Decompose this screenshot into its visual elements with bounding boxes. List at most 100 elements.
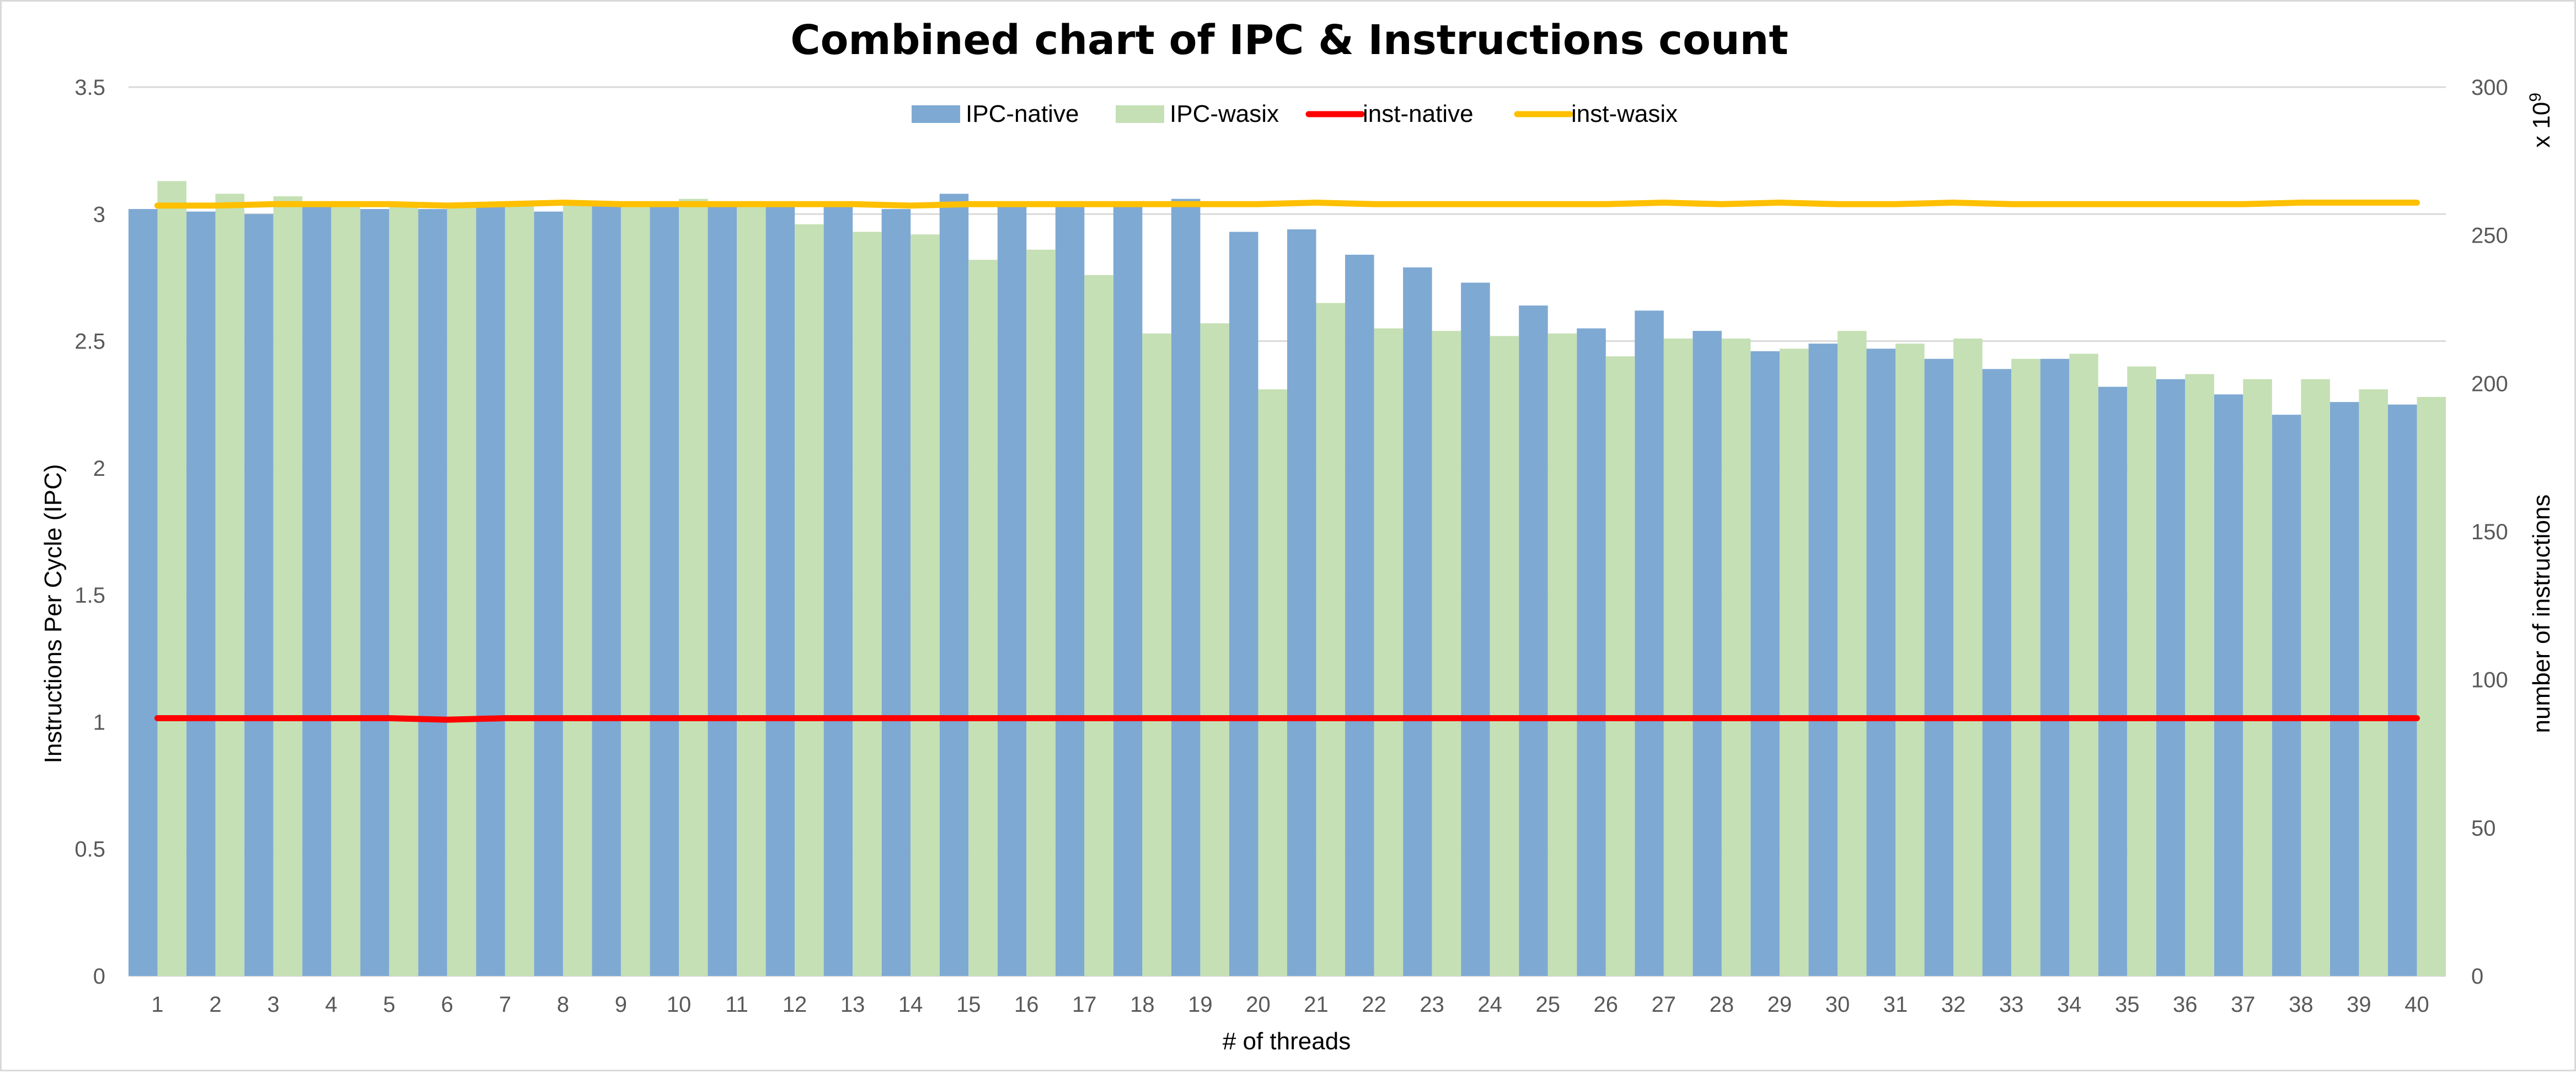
left-axis-ticks: 0 0.5 1 1.5 2 2.5 3 3.5	[74, 76, 105, 989]
bar-IPC-native	[1693, 331, 1722, 976]
legend-label-inst-wasix: inst-wasix	[1571, 100, 1678, 127]
bar-IPC-native	[2156, 379, 2186, 976]
bar-IPC-native	[2040, 358, 2070, 976]
x-tick-label: 7	[499, 992, 511, 1017]
bar-IPC-wasix	[2243, 379, 2272, 976]
x-tick-label: 32	[1941, 992, 1966, 1017]
bar-IPC-wasix	[157, 181, 187, 977]
x-tick-label: 38	[2289, 992, 2313, 1017]
bar-IPC-native	[1924, 358, 1954, 976]
bar-IPC-native	[302, 203, 331, 977]
x-tick-label: 1	[151, 992, 163, 1017]
x-tick-label: 34	[2057, 992, 2082, 1017]
bar-IPC-wasix	[1258, 389, 1287, 976]
bar-IPC-wasix	[273, 196, 303, 977]
y2-axis-title: number of instructions	[2528, 495, 2555, 733]
y-tick-label: 0.5	[74, 838, 105, 862]
bar-IPC-native	[1635, 310, 1664, 976]
bar-IPC-native	[1229, 232, 1258, 976]
x-tick-label: 14	[898, 992, 923, 1017]
bar-IPC-wasix	[853, 232, 882, 976]
bar-IPC-wasix	[1663, 338, 1693, 976]
bar-IPC-wasix	[1895, 344, 1925, 976]
x-axis-title: # of threads	[1223, 1028, 1351, 1055]
bar-series-layer	[128, 181, 2446, 977]
bar-IPC-wasix	[2359, 389, 2388, 976]
x-tick-label: 20	[1246, 992, 1271, 1017]
bar-IPC-wasix	[1142, 333, 1171, 976]
bar-IPC-wasix	[215, 194, 245, 977]
bar-IPC-native	[1055, 203, 1085, 977]
bar-IPC-native	[1287, 229, 1316, 976]
bar-IPC-native	[2272, 415, 2301, 976]
bar-IPC-wasix	[2417, 396, 2446, 976]
y2-multiplier-label: x 109	[2526, 93, 2555, 148]
bar-IPC-wasix	[2011, 358, 2041, 976]
right-axis-ticks: 0 50 100 150 200 250 300	[2471, 76, 2508, 989]
y2-multiplier-base: x 10	[2528, 102, 2555, 148]
bar-IPC-native	[939, 194, 969, 977]
bar-IPC-wasix	[737, 203, 766, 977]
x-tick-label: 22	[1362, 992, 1386, 1017]
bar-IPC-wasix	[563, 203, 592, 977]
x-tick-label: 6	[441, 992, 453, 1017]
bar-IPC-native	[1171, 198, 1201, 977]
y-tick-label: 2.5	[74, 330, 105, 354]
bar-IPC-wasix	[2127, 366, 2156, 976]
x-tick-label: 2	[209, 992, 221, 1017]
bar-IPC-wasix	[968, 260, 998, 976]
x-tick-label: 16	[1014, 992, 1039, 1017]
legend-label-IPC-native: IPC-native	[966, 100, 1079, 127]
x-tick-label: 36	[2173, 992, 2198, 1017]
bar-IPC-wasix	[1374, 328, 1404, 976]
x-tick-label: 4	[325, 992, 338, 1017]
x-tick-label: 27	[1652, 992, 1677, 1017]
bar-IPC-native	[997, 201, 1027, 977]
x-tick-label: 37	[2231, 992, 2256, 1017]
legend-label-IPC-wasix: IPC-wasix	[1170, 100, 1279, 127]
x-tick-label: 39	[2347, 992, 2371, 1017]
x-tick-label: 30	[1825, 992, 1850, 1017]
bar-IPC-wasix	[1026, 249, 1056, 976]
bar-IPC-wasix	[1779, 348, 1809, 976]
y-axis-title: Instructions Per Cycle (IPC)	[40, 464, 67, 764]
bar-IPC-wasix	[505, 203, 534, 977]
chart-title: Combined chart of IPC & Instructions cou…	[790, 17, 1788, 64]
x-tick-label: 11	[725, 992, 748, 1017]
bar-IPC-native	[708, 203, 737, 977]
bar-IPC-wasix	[1490, 336, 1519, 976]
legend-swatch-IPC-wasix	[1116, 105, 1164, 123]
x-tick-label: 24	[1477, 992, 1502, 1017]
x-tick-label: 9	[615, 992, 627, 1017]
bar-IPC-wasix	[1316, 303, 1346, 976]
bar-IPC-native	[2387, 404, 2417, 976]
legend-swatch-IPC-native	[912, 105, 960, 123]
y2-tick-label: 50	[2471, 816, 2496, 840]
x-tick-label: 31	[1883, 992, 1908, 1017]
bar-IPC-wasix	[2185, 374, 2214, 976]
x-tick-label: 5	[383, 992, 395, 1017]
bar-IPC-native	[1345, 254, 1374, 976]
y-tick-label: 2	[93, 457, 105, 481]
y2-tick-label: 250	[2471, 224, 2508, 248]
line-inst-wasix	[154, 200, 2420, 209]
x-tick-label: 28	[1710, 992, 1734, 1017]
x-tick-label: 17	[1072, 992, 1097, 1017]
y-tick-label: 3	[93, 202, 105, 227]
x-tick-label: 21	[1304, 992, 1329, 1017]
bar-IPC-native	[1519, 305, 1548, 976]
y2-tick-label: 300	[2471, 76, 2508, 100]
bar-IPC-native	[1403, 267, 1432, 976]
bar-IPC-native	[1113, 203, 1143, 977]
bar-IPC-wasix	[1547, 333, 1577, 976]
bar-IPC-wasix	[1605, 356, 1635, 976]
x-tick-label: 8	[557, 992, 569, 1017]
y2-tick-label: 200	[2471, 372, 2508, 396]
bar-IPC-native	[1577, 328, 1606, 976]
bar-IPC-wasix	[1953, 338, 1983, 976]
y-tick-label: 1	[93, 710, 105, 734]
bar-IPC-wasix	[1432, 331, 1461, 976]
y2-tick-label: 150	[2471, 520, 2508, 544]
bar-IPC-native	[1982, 369, 2012, 976]
